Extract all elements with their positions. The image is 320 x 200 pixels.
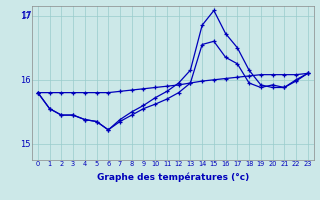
Text: 17: 17 — [21, 11, 32, 20]
X-axis label: Graphe des températures (°c): Graphe des températures (°c) — [97, 173, 249, 182]
